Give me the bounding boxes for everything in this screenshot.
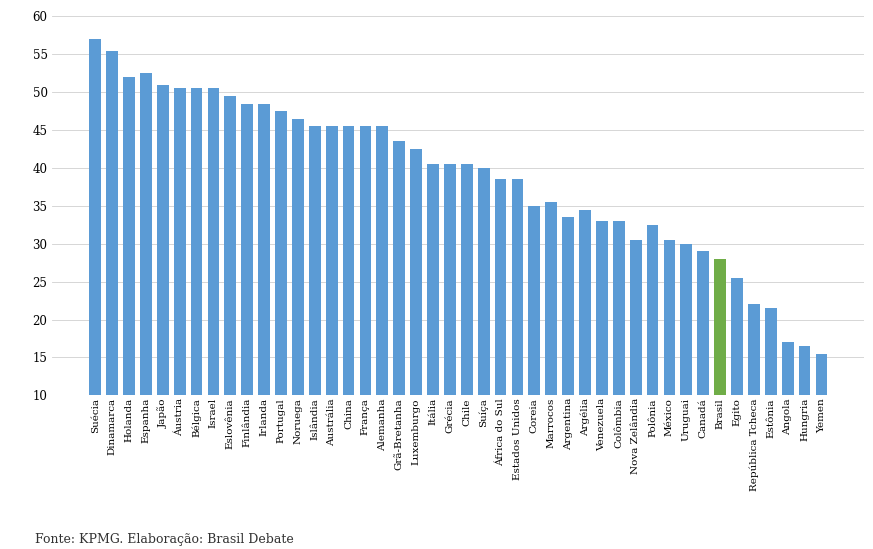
Bar — [765, 308, 777, 471]
Bar — [360, 126, 371, 471]
Bar — [647, 225, 658, 471]
Bar — [444, 164, 456, 471]
Bar — [748, 304, 760, 471]
Bar — [562, 217, 574, 471]
Bar — [376, 126, 388, 471]
Bar — [89, 39, 101, 471]
Bar — [241, 104, 253, 471]
Bar — [309, 126, 320, 471]
Bar — [512, 180, 523, 471]
Bar — [461, 164, 472, 471]
Bar — [613, 221, 625, 471]
Bar — [596, 221, 608, 471]
Bar — [224, 96, 237, 471]
Bar — [495, 180, 506, 471]
Bar — [275, 111, 287, 471]
Bar — [781, 342, 794, 471]
Bar — [799, 346, 810, 471]
Bar — [427, 164, 439, 471]
Bar — [342, 126, 354, 471]
Bar — [140, 74, 152, 471]
Bar — [546, 202, 557, 471]
Bar — [208, 88, 219, 471]
Bar — [698, 251, 709, 471]
Bar — [123, 77, 135, 471]
Bar — [629, 240, 642, 471]
Bar — [528, 206, 540, 471]
Bar — [663, 240, 676, 471]
Bar — [394, 142, 405, 471]
Bar — [292, 119, 304, 471]
Bar — [579, 210, 591, 471]
Bar — [174, 88, 186, 471]
Bar — [731, 278, 743, 471]
Bar — [107, 51, 118, 471]
Bar — [258, 104, 270, 471]
Bar — [410, 149, 422, 471]
Bar — [714, 259, 726, 471]
Bar — [326, 126, 338, 471]
Bar — [157, 85, 168, 471]
Text: Fonte: KPMG. Elaboração: Brasil Debate: Fonte: KPMG. Elaboração: Brasil Debate — [35, 533, 293, 546]
Bar — [680, 244, 692, 471]
Bar — [190, 88, 203, 471]
Bar — [815, 354, 828, 471]
Bar — [478, 168, 490, 471]
